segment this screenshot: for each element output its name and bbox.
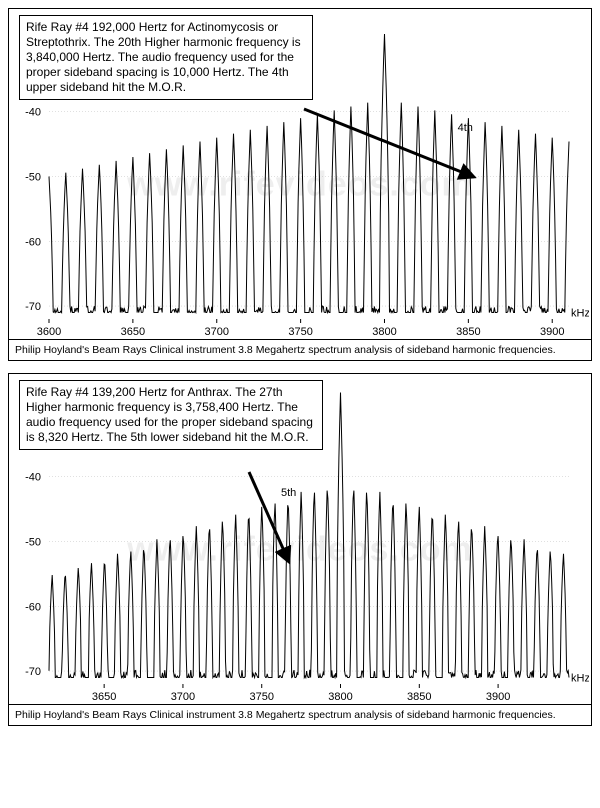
chart-caption: Philip Hoyland's Beam Rays Clinical inst… [9, 339, 591, 360]
x-tick-label: 3750 [288, 326, 312, 338]
y-tick-label: -50 [25, 536, 41, 548]
y-tick-label: -50 [25, 171, 41, 183]
annotation-box: Rife Ray #4 192,000 Hertz for Actinomyco… [19, 15, 313, 100]
y-tick-label: -60 [25, 236, 41, 248]
sideband-marker-label: 5th [281, 487, 296, 499]
sideband-marker-label: 4th [458, 122, 473, 134]
x-tick-label: 3850 [407, 691, 431, 703]
x-tick-label: 3800 [372, 326, 396, 338]
x-tick-label: 3850 [456, 326, 480, 338]
y-tick-label: -70 [25, 301, 41, 313]
x-tick-label: 3650 [121, 326, 145, 338]
spectrum-chart: www.rifevideos.com-40-50-60-703650370037… [8, 373, 592, 726]
y-tick-label: -40 [25, 472, 41, 484]
annotation-arrow [249, 472, 289, 562]
x-tick-label: 3700 [204, 326, 228, 338]
x-tick-label: 3750 [249, 691, 273, 703]
annotation-box: Rife Ray #4 139,200 Hertz for Anthrax. T… [19, 380, 323, 450]
annotation-arrow [304, 109, 474, 177]
x-tick-label: 3800 [328, 691, 352, 703]
spectrum-chart: www.rifevideos.com-40-50-60-703600365037… [8, 8, 592, 361]
x-tick-label: 3900 [540, 326, 564, 338]
y-tick-label: -70 [25, 666, 41, 678]
x-tick-label: 3650 [92, 691, 116, 703]
x-tick-label: 3600 [37, 326, 61, 338]
x-tick-label: 3900 [486, 691, 510, 703]
chart-caption: Philip Hoyland's Beam Rays Clinical inst… [9, 704, 591, 725]
y-tick-label: -40 [25, 107, 41, 119]
y-tick-label: -60 [25, 601, 41, 613]
x-tick-label: 3700 [171, 691, 195, 703]
x-unit-label: kHz [571, 308, 589, 320]
x-unit-label: kHz [571, 673, 589, 685]
